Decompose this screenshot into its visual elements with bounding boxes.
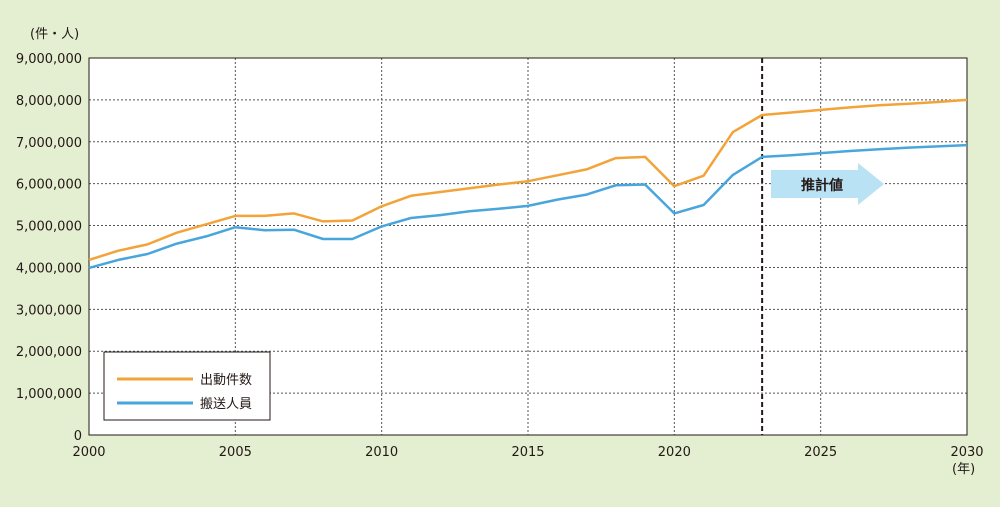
- x-tick-label: 2005: [219, 445, 252, 460]
- x-tick-label: 2030: [950, 445, 983, 460]
- x-tick-label: 2000: [72, 445, 105, 460]
- y-tick-labels: 0 1,000,000 2,000,000 3,000,000 4,000,000 5,0…: [16, 52, 82, 444]
- series-line-2: [88, 143, 968, 270]
- x-tick-label: 2025: [804, 445, 837, 460]
- y-unit-label: (件・人): [30, 27, 79, 42]
- y-tick-label: 7,000,000: [16, 136, 82, 151]
- series-lines: [88, 98, 968, 270]
- legend-label-series1: 出動件数: [200, 373, 252, 388]
- projection-arrow-shape: [771, 163, 884, 205]
- y-tick-label: 8,000,000: [16, 94, 82, 109]
- grid-lines: [89, 58, 967, 435]
- legend: 出動件数 搬送人員: [103, 351, 271, 421]
- y-tick-label: 1,000,000: [16, 387, 82, 402]
- x-tick-label: 2020: [658, 445, 691, 460]
- y-tick-label: 2,000,000: [16, 345, 82, 360]
- plot-border: [88, 57, 968, 436]
- legend-box: [103, 351, 271, 421]
- y-tick-label: 3,000,000: [16, 303, 82, 318]
- x-unit-label: (年): [952, 462, 975, 477]
- y-tick-label: 4,000,000: [16, 261, 82, 276]
- y-tick-label: 6,000,000: [16, 178, 82, 193]
- series-line-1: [88, 98, 968, 262]
- legend-label-series2: 搬送人員: [200, 397, 252, 412]
- x-tick-labels: 2000 2005 2010 2015 2020 2025 2030: [72, 445, 983, 460]
- y-tick-label: 5,000,000: [16, 220, 82, 235]
- y-tick-label: 0: [74, 429, 82, 444]
- projection-label: 推計値: [801, 177, 843, 194]
- x-tick-label: 2015: [511, 445, 544, 460]
- y-tick-label: 9,000,000: [16, 52, 82, 67]
- x-tick-label: 2010: [365, 445, 398, 460]
- projection-arrow: 推計値: [771, 163, 884, 205]
